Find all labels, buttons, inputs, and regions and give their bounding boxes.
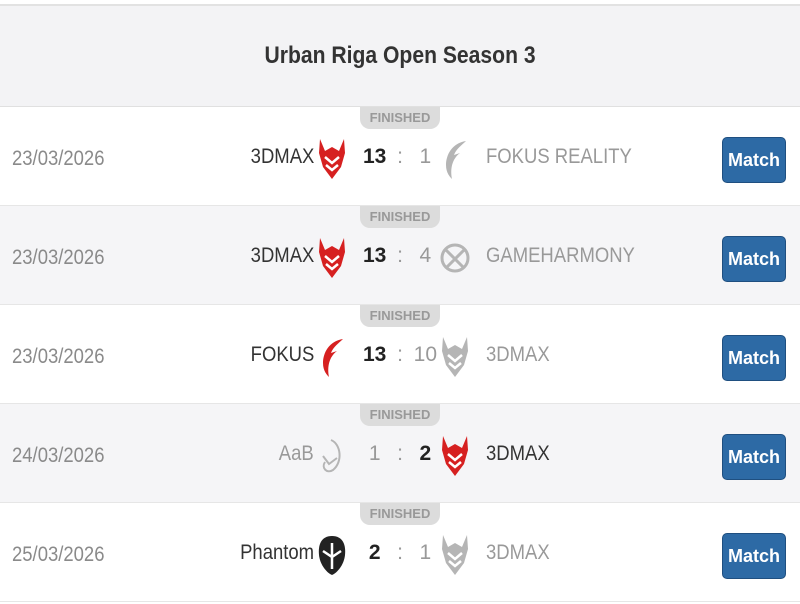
home-team-name[interactable]: 3DMAX [250,244,314,267]
status-badge: FINISHED [360,206,440,228]
away-score: 1 [419,541,432,564]
home-score: 2 [368,541,381,564]
match-date: 24/03/2026 [12,444,105,467]
fokus-logo-icon [317,335,347,379]
match-row: FINISHED 25/03/2026 Phantom 2:1 3DMAX Ma… [0,503,800,602]
match-row: FINISHED 23/03/2026 3DMAX 13:1 FOKUS REA… [0,107,800,206]
match-button[interactable]: Match [722,335,786,381]
away-score: 1 [419,145,432,168]
3dmax-logo-icon [440,533,470,577]
home-team-name[interactable]: FOKUS [250,343,314,366]
home-score: 1 [368,442,381,465]
score-separator: : [397,145,403,168]
match-row: FINISHED 23/03/2026 3DMAX 13:4 GAMEHARMO… [0,206,800,305]
away-team-name[interactable]: 3DMAX [486,343,550,366]
match-date: 23/03/2026 [12,246,105,269]
home-team-name[interactable]: Phantom [240,541,314,564]
aab-logo-icon [317,434,347,478]
score: 2:1 [362,541,438,565]
away-team-name[interactable]: GAMEHARMONY [486,244,635,267]
home-score: 13 [362,145,387,168]
home-score: 13 [362,343,387,366]
3dmax-logo-icon [440,434,470,478]
score: 13:1 [362,145,438,169]
fokus-logo-icon [440,137,470,181]
away-team-name[interactable]: FOKUS REALITY [486,145,632,168]
score-separator: : [397,442,403,465]
status-badge: FINISHED [360,107,440,129]
away-score: 10 [413,343,437,366]
match-list: FINISHED 23/03/2026 3DMAX 13:1 FOKUS REA… [0,107,800,602]
score-separator: : [397,541,403,564]
score-separator: : [397,343,403,366]
match-button[interactable]: Match [722,533,786,579]
home-team-name[interactable]: AaB [279,442,314,465]
match-button[interactable]: Match [722,434,786,480]
match-button[interactable]: Match [722,236,786,282]
tournament-title: Urban Riga Open Season 3 [264,42,536,69]
3dmax-logo-icon [440,335,470,379]
score: 13:10 [362,343,438,367]
score: 1:2 [362,442,438,466]
match-date: 25/03/2026 [12,543,105,566]
status-badge: FINISHED [360,305,440,327]
score: 13:4 [362,244,438,268]
gameharmony-logo-icon [440,236,470,280]
match-date: 23/03/2026 [12,345,105,368]
phantom-logo-icon [317,533,347,577]
match-date: 23/03/2026 [12,147,105,170]
away-score: 4 [419,244,432,267]
match-row: FINISHED 24/03/2026 AaB 1:2 3DMAX Match [0,404,800,503]
tournament-header: Urban Riga Open Season 3 [0,4,800,107]
score-separator: : [397,244,403,267]
match-button[interactable]: Match [722,137,786,183]
home-score: 13 [362,244,387,267]
away-team-name[interactable]: 3DMAX [486,541,550,564]
status-badge: FINISHED [360,404,440,426]
away-score: 2 [419,442,432,465]
status-badge: FINISHED [360,503,440,525]
match-row: FINISHED 23/03/2026 FOKUS 13:10 3DMAX Ma… [0,305,800,404]
3dmax-logo-icon [317,236,347,280]
away-team-name[interactable]: 3DMAX [486,442,550,465]
3dmax-logo-icon [317,137,347,181]
home-team-name[interactable]: 3DMAX [250,145,314,168]
